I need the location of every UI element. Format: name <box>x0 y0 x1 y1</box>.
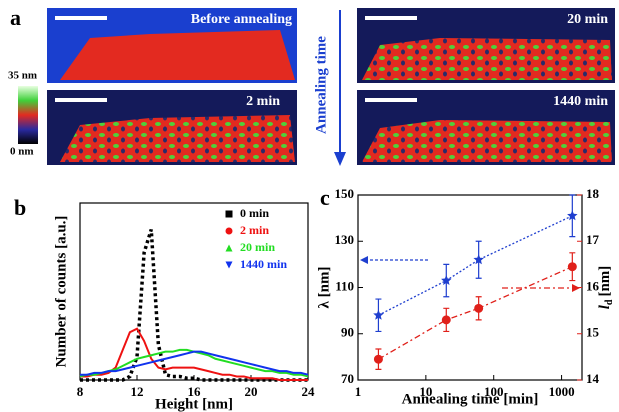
colorbar-max: 35 nm <box>8 70 37 82</box>
x-tick-label: 100 <box>484 384 504 399</box>
scale-bar <box>55 16 107 20</box>
legend-label: 1440 min <box>240 257 287 271</box>
y-tick-label: 110 <box>335 278 354 293</box>
y-tick-label: 70 <box>341 371 354 386</box>
y2-label-sub: d <box>604 299 615 305</box>
fit-line <box>378 215 573 316</box>
y-tick-label: 130 <box>335 232 355 247</box>
panel-label: b <box>14 195 26 220</box>
arrow-label: Annealing time <box>313 36 329 134</box>
film <box>60 30 295 80</box>
x-tick-label: 20 <box>245 384 258 399</box>
image-label: 1440 min <box>553 94 608 109</box>
marker <box>473 254 484 265</box>
film <box>362 120 612 162</box>
y2-axis-label: ld [nm] <box>597 266 615 310</box>
legend-marker <box>225 210 233 218</box>
x-tick-label: 8 <box>77 384 84 399</box>
arrow-head <box>334 152 346 166</box>
arrow-head <box>360 256 368 264</box>
x-tick-label: 16 <box>188 384 202 399</box>
series-line <box>80 350 309 376</box>
film <box>362 38 612 80</box>
y2-label-unit: [nm] <box>597 266 613 297</box>
x-tick-label: 1 <box>355 384 362 399</box>
image-label: 20 min <box>567 12 608 27</box>
y2-tick-label: 17 <box>586 232 600 247</box>
x-axis-label: Annealing time [min] <box>402 391 539 407</box>
marker <box>567 210 578 221</box>
y2-tick-label: 15 <box>586 325 600 340</box>
y-axis-label: λ [nm] <box>316 267 332 309</box>
marker <box>373 354 383 364</box>
plot-frame <box>79 202 309 381</box>
y2-tick-label: 16 <box>586 278 600 293</box>
y2-tick-label: 18 <box>586 186 600 201</box>
scale-bar <box>55 98 107 102</box>
legend-label: 2 min <box>240 223 269 237</box>
marker <box>441 275 452 286</box>
panel-label: c <box>320 185 330 210</box>
x-tick-label: 10 <box>419 384 432 399</box>
y2-tick-label: 14 <box>586 371 600 386</box>
x-tick-label: 1000 <box>549 384 575 399</box>
legend-label: 0 min <box>240 206 269 220</box>
series-line <box>79 348 309 378</box>
image-label: Before annealing <box>191 12 292 27</box>
colorbar-min: 0 nm <box>10 146 34 158</box>
panel-label: a <box>10 5 21 30</box>
image-label: 2 min <box>246 94 280 109</box>
panel-a: a Before annealing 20 min 2 min 1440 min… <box>8 5 615 166</box>
legend-marker <box>225 227 233 235</box>
colorbar <box>18 86 38 144</box>
x-axis-label: Height [nm] <box>155 396 233 412</box>
legend-label: 20 min <box>240 240 275 254</box>
marker <box>474 303 484 313</box>
x-tick-label: 24 <box>302 384 316 399</box>
scale-bar <box>365 16 417 20</box>
marker <box>567 262 577 272</box>
series-line <box>80 229 308 382</box>
y-tick-label: 90 <box>341 325 354 340</box>
marker <box>441 315 451 325</box>
marker <box>373 309 384 320</box>
y2-label-main: l <box>597 304 613 309</box>
series-line <box>80 327 308 381</box>
y-tick-label: 150 <box>335 186 355 201</box>
scale-bar <box>365 98 417 102</box>
x-tick-label: 12 <box>131 384 144 399</box>
film <box>60 115 295 162</box>
legend-marker <box>225 244 233 252</box>
legend-marker <box>225 261 233 269</box>
fit-line <box>378 266 573 360</box>
y-axis-label: Number of counts [a.u.] <box>53 216 69 368</box>
arrow-head <box>572 284 580 292</box>
